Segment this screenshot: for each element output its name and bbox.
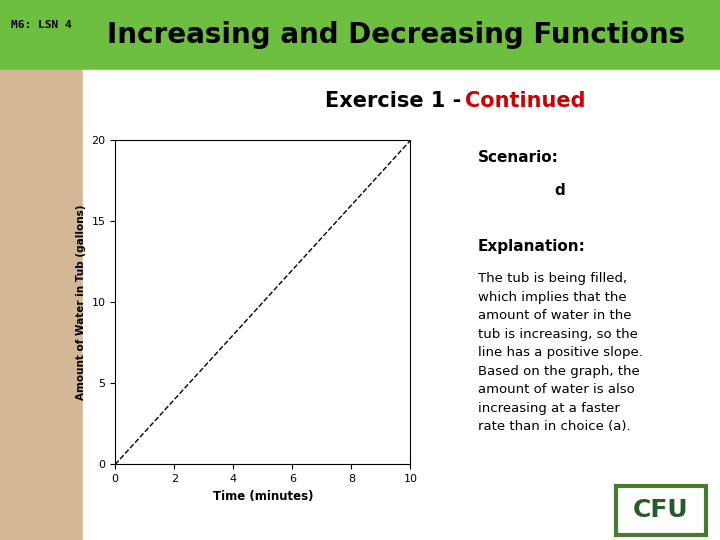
Text: Exercise 1 -: Exercise 1 -: [325, 91, 469, 111]
Y-axis label: Amount of Water in Tub (gallons): Amount of Water in Tub (gallons): [76, 205, 86, 400]
Text: Scenario:: Scenario:: [478, 150, 559, 165]
X-axis label: Time (minutes): Time (minutes): [212, 490, 313, 503]
Text: Explanation:: Explanation:: [478, 239, 586, 254]
Text: CFU: CFU: [633, 498, 688, 522]
Text: Continued: Continued: [465, 91, 585, 111]
Text: Increasing and Decreasing Functions: Increasing and Decreasing Functions: [107, 21, 685, 49]
Text: The tub is being filled,
which implies that the
amount of water in the
tub is in: The tub is being filled, which implies t…: [478, 272, 643, 433]
Text: M6: LSN 4: M6: LSN 4: [11, 19, 71, 30]
Text: d: d: [554, 183, 565, 198]
